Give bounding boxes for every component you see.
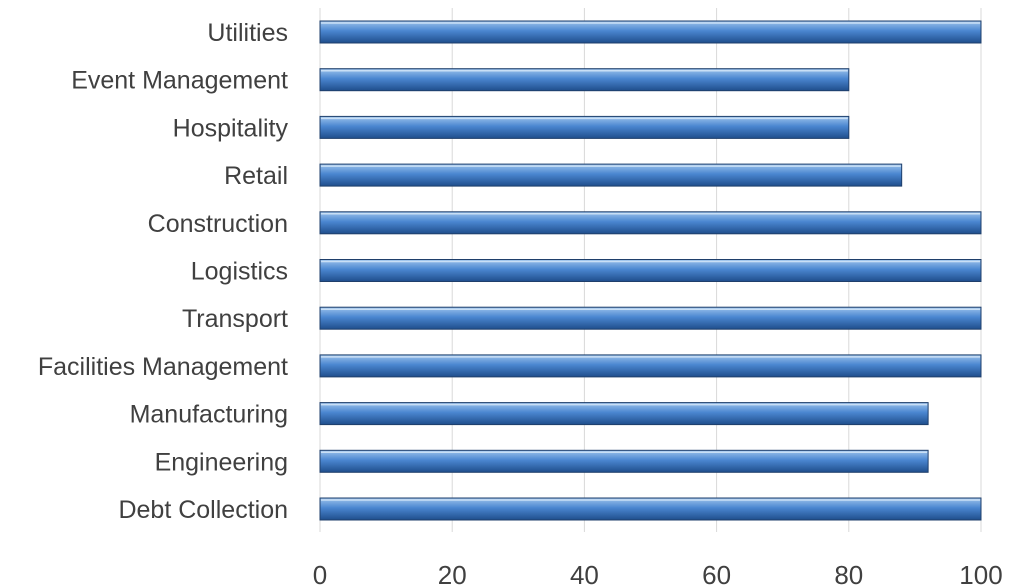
category-label: Transport bbox=[182, 305, 288, 333]
x-tick-label: 20 bbox=[438, 560, 467, 587]
category-label: Debt Collection bbox=[118, 496, 288, 524]
bar-manufacturing bbox=[319, 402, 929, 426]
category-label: Retail bbox=[224, 162, 288, 190]
category-label: Utilities bbox=[207, 19, 288, 47]
bar-event-management bbox=[319, 68, 850, 92]
bar-retail bbox=[319, 163, 903, 187]
category-label: Hospitality bbox=[173, 114, 289, 142]
bar-construction bbox=[319, 211, 982, 235]
category-label: Logistics bbox=[191, 258, 288, 286]
bar-debt-collection bbox=[319, 497, 982, 521]
category-label: Facilities Management bbox=[38, 353, 288, 381]
category-label: Construction bbox=[148, 210, 288, 238]
category-label: Engineering bbox=[155, 448, 288, 476]
category-label: Manufacturing bbox=[130, 401, 288, 429]
bar-logistics bbox=[319, 259, 982, 282]
category-label: Event Management bbox=[71, 67, 288, 95]
bar-transport bbox=[319, 306, 982, 330]
x-tick-label: 80 bbox=[834, 560, 863, 587]
x-tick-label: 0 bbox=[313, 560, 327, 587]
x-tick-label: 100 bbox=[959, 560, 1002, 587]
bar-hospitality bbox=[319, 115, 850, 139]
bar-utilities bbox=[319, 20, 982, 44]
bar-engineering bbox=[319, 449, 929, 473]
category-labels: Utilities Event Management Hospitality Reta… bbox=[38, 19, 289, 524]
bars bbox=[319, 20, 982, 521]
x-tick-labels: 0 20 40 60 80 100 bbox=[313, 560, 1003, 587]
x-tick-label: 60 bbox=[702, 560, 731, 587]
x-tick-label: 40 bbox=[570, 560, 599, 587]
bar-facilities-management bbox=[319, 354, 982, 378]
